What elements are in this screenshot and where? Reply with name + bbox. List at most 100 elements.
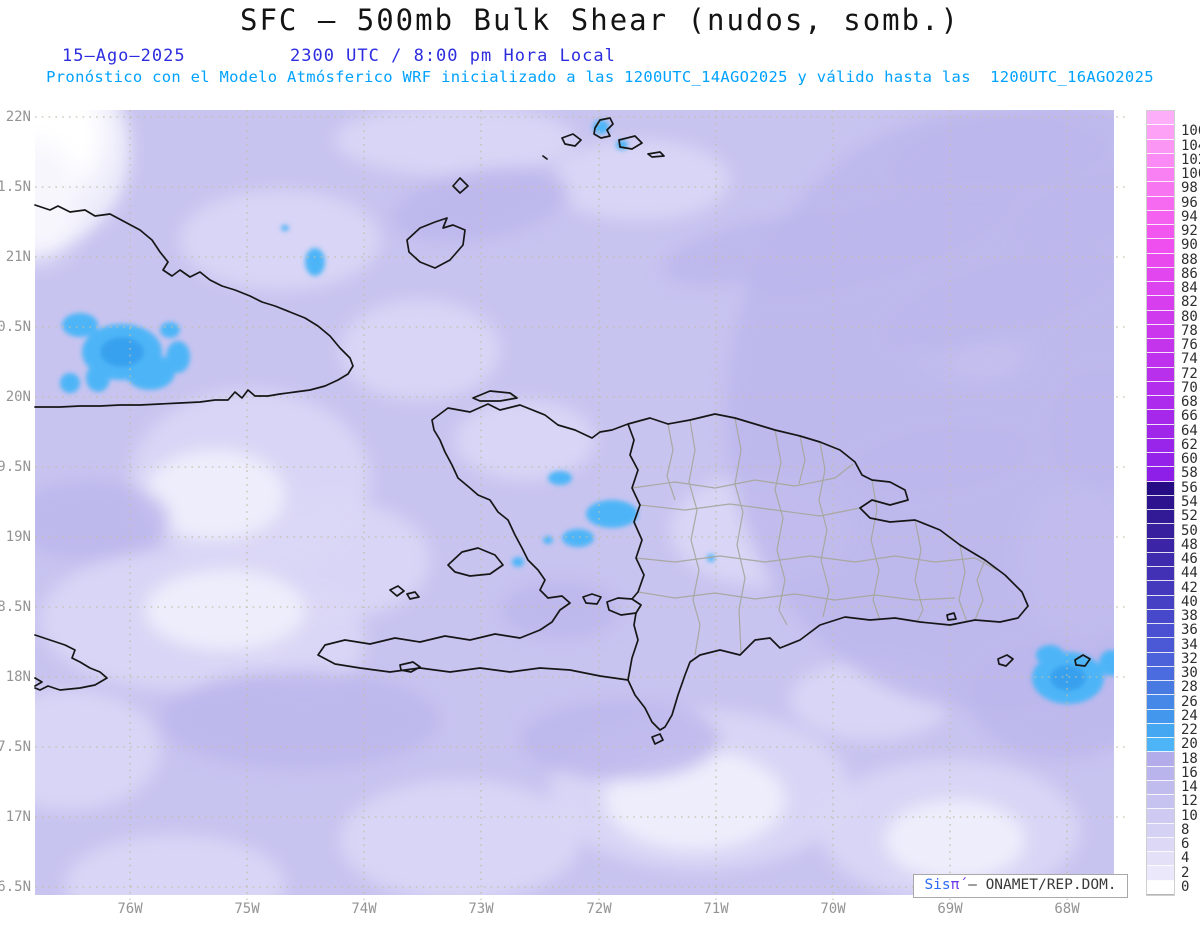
colorbar-cell [1147,837,1174,852]
colorbar-tick-label: 0 [1181,878,1190,895]
colorbar-cell [1147,267,1174,282]
watermark-sis-text: Sis [924,877,951,893]
colorbar-cell [1147,652,1174,667]
colorbar-tick-label: 52 [1181,508,1198,525]
colorbar-tick-label: 50 [1181,522,1198,539]
colorbar-tick-label: 100 [1181,166,1200,183]
colorbar-tick-label: 54 [1181,494,1198,510]
colorbar-cell [1147,424,1174,439]
colorbar-tick-label: 80 [1181,308,1198,325]
colorbar-cell [1147,453,1174,468]
colorbar-tick-label: 12 [1181,793,1198,810]
lat-axis-label: 19N [5,529,31,545]
coastline-cuba [34,204,354,408]
colorbar-cell [1147,310,1174,325]
colorbar-tick-label: 20 [1181,736,1198,753]
colorbar-cell [1147,681,1174,696]
colorbar-tick-label: 102 [1181,151,1200,168]
colorbar-cell [1147,567,1174,582]
lat-axis-label: 8.5N [0,599,31,615]
colorbar-labels: 1061041021009896949290888684828078767472… [1181,110,1200,896]
colorbar-cell [1147,538,1174,553]
colorbar-tick-label: 18 [1181,750,1198,767]
colorbar-tick-label: 8 [1181,821,1190,838]
colorbar-tick-label: 44 [1181,565,1198,582]
colorbar-cell [1147,111,1174,126]
colorbar-tick-label: 28 [1181,679,1198,696]
haiti-dr-border [627,423,645,681]
colorbar-tick-label: 104 [1181,137,1200,154]
colorbar-tick-label: 40 [1181,593,1198,610]
lat-axis-label: 7.5N [0,739,31,755]
colorbar-cell [1147,495,1174,510]
colorbar-tick-label: 32 [1181,650,1198,667]
colorbar-cell [1147,182,1174,197]
colorbar-tick-label: 16 [1181,764,1198,781]
colorbar-tick-label: 70 [1181,379,1198,396]
colorbar-tick-label: 26 [1181,693,1198,710]
colorbar-cell [1147,823,1174,838]
colorbar-tick-label: 42 [1181,579,1198,596]
lat-axis-label: 6.5N [0,879,31,895]
shear-20kt-patches [60,120,1114,704]
colorbar-cell [1147,225,1174,240]
colorbar-cell [1147,624,1174,639]
colorbar-cell [1147,253,1174,268]
lon-axis-label: 68W [1054,901,1080,917]
colorbar-cell [1147,168,1174,183]
colorbar-cell [1147,153,1174,168]
colorbar-cell [1147,339,1174,354]
watermark-onamet-text: – ONAMET/REP.DOM. [959,877,1117,893]
watermark-box: Sisπ́ – ONAMET/REP.DOM. [913,874,1128,898]
colorbar-tick-label: 66 [1181,408,1198,425]
lat-lon-gridlines [35,110,1128,900]
model-subtitle: Pronóstico con el Modelo Atmósferico WRF… [46,68,1154,86]
colorbar-tick-label: 60 [1181,451,1198,468]
colorbar-cell [1147,324,1174,339]
coastline-cayemites-islets [389,585,420,600]
lon-axis-label: 71W [703,901,729,917]
colorbar-cell [1147,210,1174,225]
forecast-date-label: 15–Ago–2025 [62,46,186,66]
colorbar-cell [1147,467,1174,482]
lat-axis-label: 9.5N [0,459,31,475]
colorbar-tick-label: 64 [1181,422,1198,439]
colorbar-cell [1147,666,1174,681]
latitude-axis: 22N 1.5N 21N 0.5N 20N 9.5N 19N 8.5N 18N 7.5N 17N 6.… [0,109,33,895]
lat-axis-label: 1.5N [0,179,31,195]
coastline-great-inagua [406,217,466,269]
colorbar-tick-label: 72 [1181,365,1198,382]
colorbar-cell [1147,296,1174,311]
colorbar-cell [1147,396,1174,411]
colorbar-tick-label: 2 [1181,864,1190,881]
lat-axis-label: 17N [5,809,31,825]
colorbar-tick-label: 62 [1181,436,1198,453]
colorbar-tick-label: 106 [1181,123,1200,140]
coastline-jamaica-tip [34,634,108,691]
coastline-gonave-island [447,547,504,577]
colorbar-cell [1147,139,1174,154]
lon-axis-label: 70W [820,901,846,917]
coastline-tortuga-island [472,390,518,402]
longitude-axis: 76W 75W 74W 73W 72W 71W 70W 69W 68W [35,899,1128,921]
coastlines [34,117,1091,745]
page-title: SFC – 500mb Bulk Shear (nudos, somb.) [239,3,960,37]
colorbar-tick-label: 94 [1181,208,1198,225]
lat-axis-label: 22N [5,109,31,125]
colorbar-cell [1147,695,1174,710]
lat-axis-label: 0.5N [0,319,31,335]
colorbar-cell [1147,880,1174,895]
colorbar-cell [1147,709,1174,724]
colorbar-cell [1147,410,1174,425]
colorbar-cell [1147,866,1174,881]
colorbar-cell [1147,723,1174,738]
colorbar-tick-label: 86 [1181,265,1198,282]
shear-map-svg [34,110,1128,900]
forecast-time-label: 2300 UTC / 8:00 pm Hora Local [290,46,616,66]
lake-outlines [582,593,642,616]
shear-shading-layer [35,110,1114,895]
colorbar-cell [1147,524,1174,539]
colorbar-tick-label: 98 [1181,180,1198,197]
lon-axis-label: 69W [937,901,963,917]
